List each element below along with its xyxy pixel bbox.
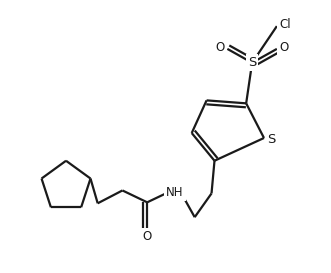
Text: O: O <box>279 41 288 54</box>
Text: O: O <box>143 230 152 244</box>
Text: O: O <box>216 41 225 54</box>
Text: NH: NH <box>166 186 184 199</box>
Text: Cl: Cl <box>279 18 291 31</box>
Text: S: S <box>267 133 275 146</box>
Text: S: S <box>248 56 256 69</box>
